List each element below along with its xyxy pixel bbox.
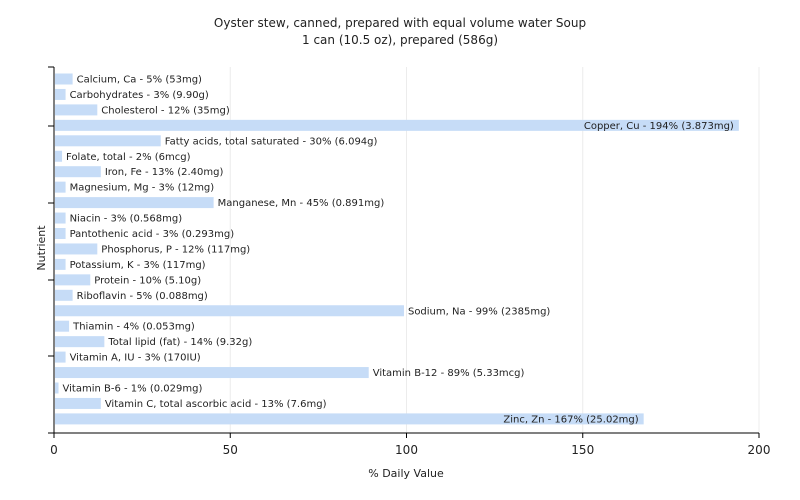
bar-label: Carbohydrates - 3% (9.90g) [70, 90, 209, 101]
bar [55, 181, 66, 193]
bar-label: Total lipid (fat) - 14% (9.32g) [107, 337, 252, 348]
bar-label: Vitamin A, IU - 3% (170IU) [70, 353, 201, 364]
bar [55, 336, 105, 348]
bar [55, 274, 91, 286]
bar-label: Thiamin - 4% (0.053mg) [72, 322, 195, 333]
bar [55, 367, 369, 379]
bar-labels-group: Calcium, Ca - 5% (53mg) Carbohydrates - 3… [63, 75, 734, 426]
chart-title: Oyster stew, canned, prepared with equal… [214, 16, 586, 30]
x-tick-label: 150 [571, 443, 594, 457]
bar [55, 88, 66, 100]
x-tick-label: 200 [748, 443, 771, 457]
chart-subtitle: 1 can (10.5 oz), prepared (586g) [302, 33, 498, 47]
bar [55, 150, 63, 162]
bar-label: Calcium, Ca - 5% (53mg) [77, 75, 202, 86]
bar-label: Niacin - 3% (0.568mg) [70, 214, 183, 225]
bar-label: Manganese, Mn - 45% (0.891mg) [218, 198, 385, 209]
bar-label: Vitamin C, total ascorbic acid - 13% (7.… [105, 399, 327, 410]
bar-label: Potassium, K - 3% (117mg) [70, 260, 206, 271]
bar [55, 243, 98, 255]
axes-group: 0 50 100 150 200 [48, 66, 771, 457]
x-tick-label: 50 [223, 443, 238, 457]
bar-label: Phosphorus, P - 12% (117mg) [101, 244, 250, 255]
bar [55, 166, 101, 178]
bar [55, 413, 644, 425]
bar-label: Fatty acids, total saturated - 30% (6.09… [165, 136, 378, 147]
bar [55, 135, 161, 147]
x-tick-label: 100 [395, 443, 418, 457]
bar [55, 119, 739, 131]
bar [55, 351, 66, 363]
bar-label: Protein - 10% (5.10g) [94, 275, 201, 286]
bars-group [55, 73, 739, 425]
bar [55, 305, 404, 317]
x-axis-title: % Daily Value [368, 467, 444, 480]
bar [55, 228, 66, 239]
bar-label: Iron, Fe - 13% (2.40mg) [105, 167, 224, 178]
bar-label: Zinc, Zn - 167% (25.02mg) [503, 414, 638, 425]
bar [55, 397, 101, 409]
bar [55, 320, 70, 332]
bar [55, 212, 66, 224]
bar-label: Vitamin B-6 - 1% (0.029mg) [63, 384, 203, 395]
bar [55, 289, 73, 301]
bar-label: Pantothenic acid - 3% (0.293mg) [70, 229, 235, 240]
bar-label: Riboflavin - 5% (0.088mg) [77, 291, 208, 302]
bar-label: Copper, Cu - 194% (3.873mg) [584, 121, 734, 132]
bar-label: Folate, total - 2% (6mcg) [66, 152, 191, 163]
bar-label: Vitamin B-12 - 89% (5.33mcg) [373, 368, 525, 379]
bar [55, 104, 98, 116]
bar [55, 197, 214, 209]
bar-label: Cholesterol - 12% (35mg) [101, 105, 230, 116]
y-axis-title: Nutrient [35, 225, 48, 271]
bar [55, 382, 59, 394]
bar-label: Magnesium, Mg - 3% (12mg) [70, 183, 215, 194]
bar [55, 73, 73, 85]
bar-label: Sodium, Na - 99% (2385mg) [408, 306, 550, 317]
bar [55, 258, 66, 270]
x-tick-label: 0 [50, 443, 58, 457]
